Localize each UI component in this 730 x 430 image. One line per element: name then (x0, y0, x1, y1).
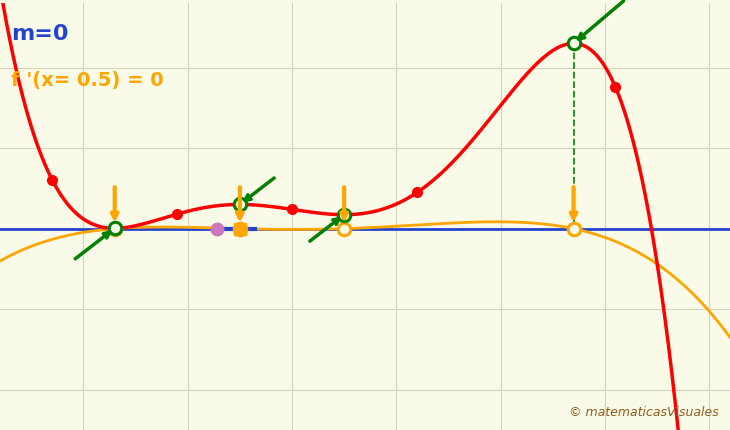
Text: f '(x= 0.5) = 0: f '(x= 0.5) = 0 (11, 71, 164, 90)
Text: © matematicasVisuales: © matematicasVisuales (569, 406, 719, 419)
Text: m=0: m=0 (11, 25, 69, 44)
